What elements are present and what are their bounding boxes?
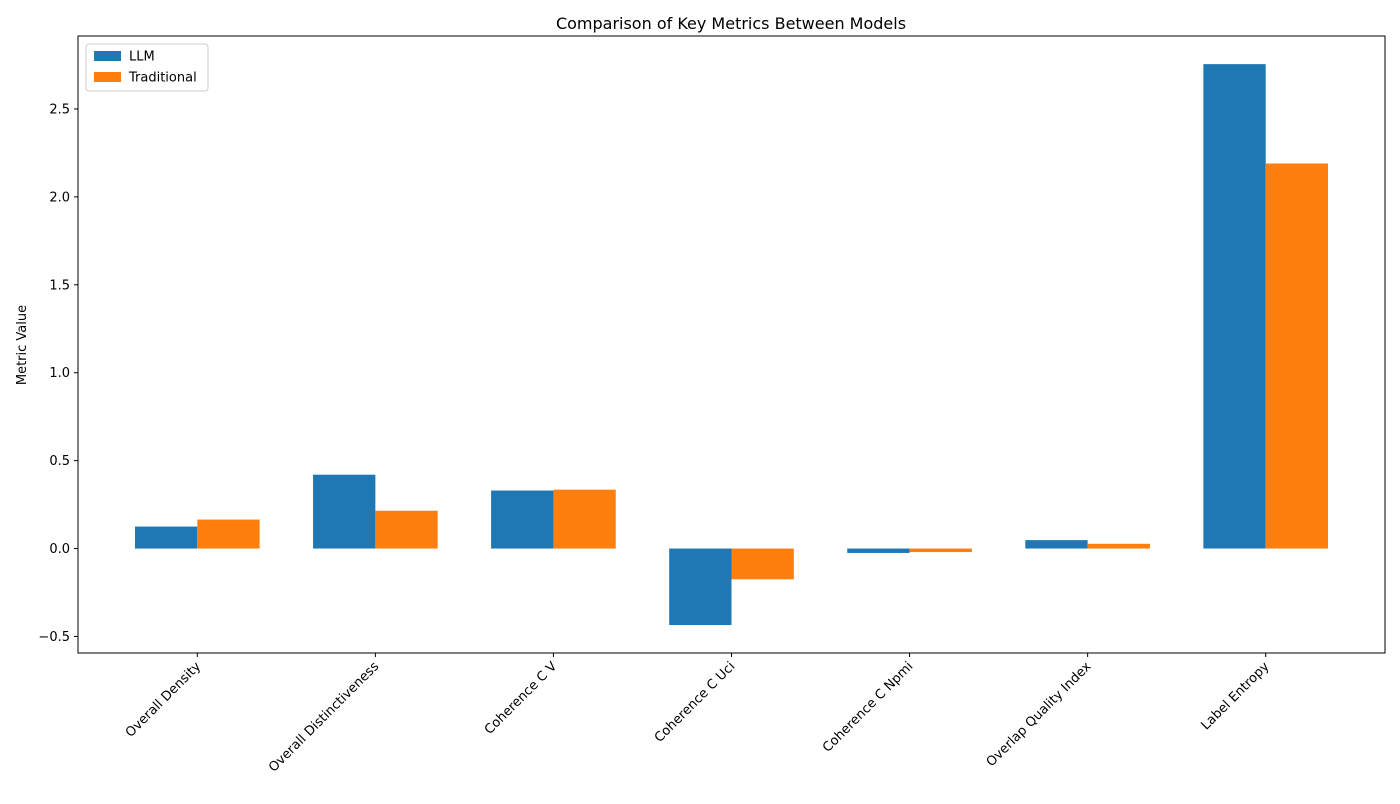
legend-label-traditional: Traditional [128, 71, 197, 86]
bar-traditional-4 [731, 548, 794, 580]
y-tick-label: 2.0 [49, 190, 70, 205]
bar-llm-6 [1025, 540, 1088, 549]
bar-traditional-6 [1087, 543, 1150, 549]
bar-llm-1 [134, 526, 198, 549]
bar-traditional-1 [197, 519, 260, 549]
y-tick-label: 2.5 [49, 102, 70, 117]
bar-traditional-5 [909, 548, 972, 553]
legend-swatch-traditional [94, 72, 121, 82]
y-axis-label: Metric Value [15, 305, 30, 385]
bar-llm-2 [313, 474, 376, 549]
bar-traditional-3 [553, 489, 616, 549]
y-tick-label: −0.5 [38, 630, 70, 645]
y-tick-label: 0.0 [49, 542, 70, 557]
y-tick-label: 1.0 [49, 366, 70, 381]
bar-traditional-2 [375, 510, 438, 549]
legend-label-llm: LLM [129, 50, 155, 65]
chart-title: Comparison of Key Metrics Between Models [556, 14, 906, 33]
y-tick-label: 0.5 [49, 454, 70, 469]
bar-llm-4 [669, 548, 732, 626]
bar-llm-5 [847, 548, 910, 553]
bar-llm-3 [491, 490, 554, 549]
y-tick-label: 1.5 [49, 278, 70, 293]
legend-swatch-llm [94, 51, 121, 61]
bar-llm-7 [1203, 64, 1266, 549]
bar-traditional-7 [1265, 163, 1329, 549]
